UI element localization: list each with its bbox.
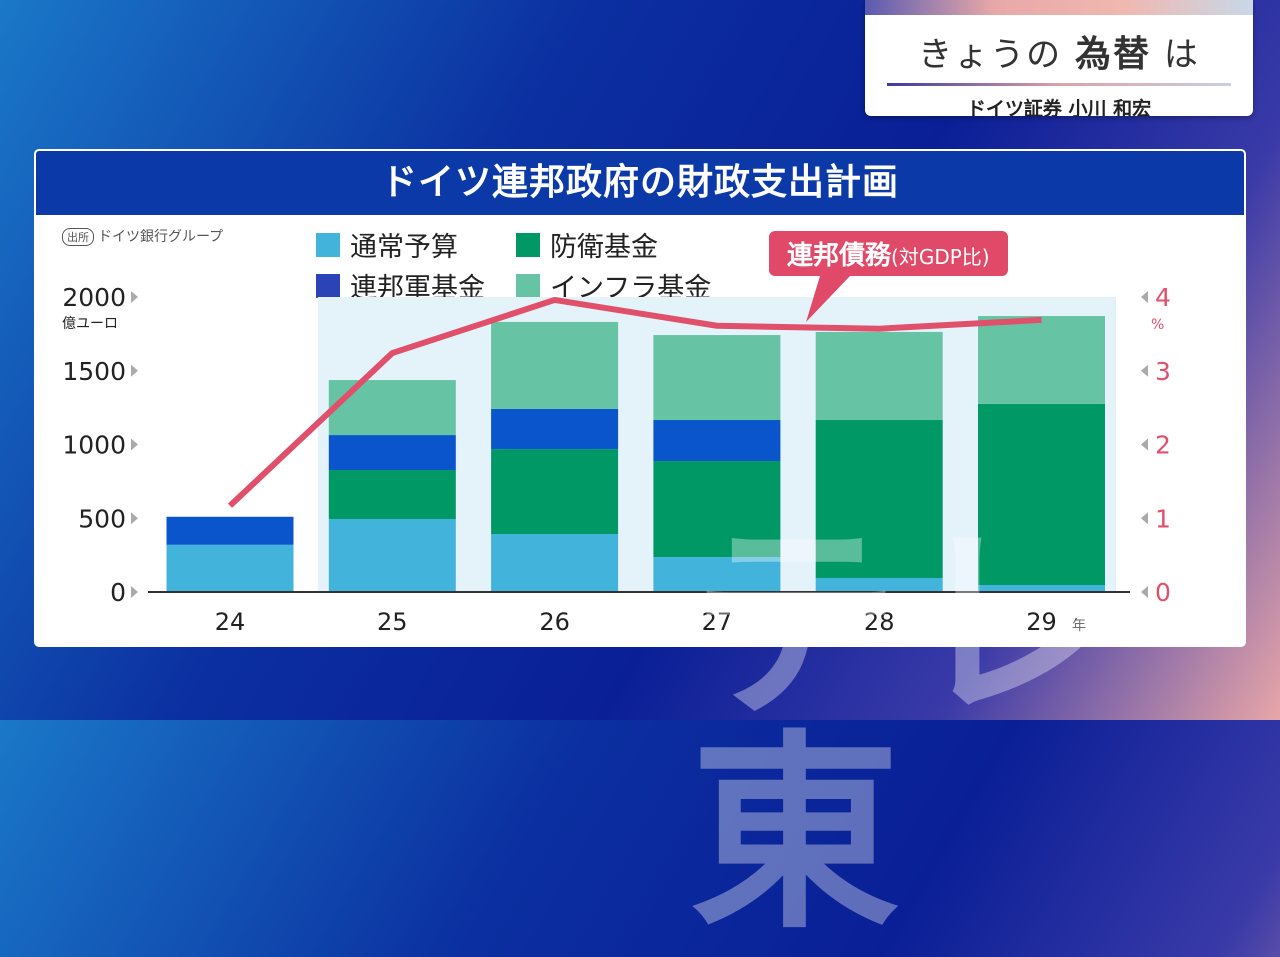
x-tick-label: 26: [539, 608, 570, 636]
bar-25-series-1: [329, 470, 456, 519]
bar-28-series-3: [816, 332, 943, 420]
y-tick-arrow: [131, 439, 138, 451]
y-tick-arrow: [131, 291, 138, 303]
bar-25-series-2: [329, 435, 456, 470]
y-tick-arrow: [131, 512, 138, 524]
bar-25-series-3: [329, 380, 456, 435]
bar-24-series-2: [167, 517, 294, 545]
y2-tick-label: 2: [1155, 431, 1171, 460]
y2-tick-arrow: [1141, 365, 1148, 377]
bar-27-series-3: [653, 335, 780, 420]
y-tick-label: 1500: [62, 357, 126, 386]
bar-27-series-2: [653, 420, 780, 461]
y-tick-label: 2000: [62, 283, 126, 312]
bar-26-series-3: [491, 322, 618, 409]
y-tick-label: 0: [110, 578, 126, 607]
bar-26-series-2: [491, 409, 618, 449]
y2-tick-label: 4: [1155, 283, 1171, 312]
y2-tick-label: 3: [1155, 357, 1171, 386]
y2-tick-arrow: [1141, 439, 1148, 451]
y-tick-label: 1000: [62, 431, 126, 460]
bar-24-series-0: [167, 545, 294, 592]
x-tick-label: 25: [377, 608, 408, 636]
y-tick-label: 500: [78, 504, 126, 533]
bar-26-series-0: [491, 534, 618, 592]
watermark: テレ東: [690, 520, 1280, 940]
bar-29-series-3: [978, 316, 1105, 404]
x-tick-label: 24: [215, 608, 246, 636]
y2-tick-arrow: [1141, 291, 1148, 303]
bar-25-series-0: [329, 519, 456, 592]
bar-26-series-1: [491, 449, 618, 534]
y-tick-arrow: [131, 365, 138, 377]
y-tick-arrow: [131, 586, 138, 598]
